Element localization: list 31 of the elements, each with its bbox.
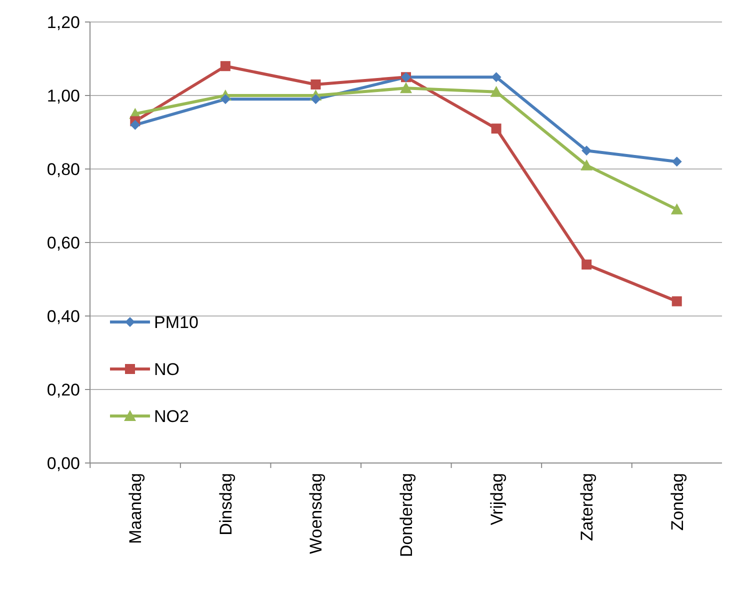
- y-tick-label: 1,20: [46, 12, 80, 32]
- point: [580, 159, 593, 170]
- point: [130, 120, 140, 130]
- y-tick-label: 0,20: [46, 380, 80, 400]
- point: [491, 72, 502, 82]
- legend-label: NO2: [154, 406, 189, 426]
- point: [582, 146, 592, 156]
- x-tick-label: Woensdag: [306, 473, 326, 554]
- x-tick-label: Zondag: [668, 473, 687, 531]
- point: [672, 156, 682, 167]
- point: [310, 94, 321, 104]
- point: [310, 79, 321, 90]
- y-tick-label: 0,80: [46, 160, 80, 179]
- x-tick-label: Vrijdag: [487, 473, 506, 526]
- legend-label: PM10: [154, 312, 198, 332]
- y-tick-label: 0,60: [46, 233, 80, 252]
- point: [672, 296, 682, 306]
- point: [582, 260, 592, 270]
- x-tick-label: Zaterdag: [578, 473, 597, 542]
- x-tick-label: Donderdag: [397, 473, 416, 558]
- point: [220, 94, 230, 104]
- point: [670, 203, 683, 214]
- point: [400, 82, 412, 94]
- point: [491, 124, 502, 134]
- y-tick-label: 1,00: [46, 86, 80, 106]
- legend-label: NO: [154, 360, 180, 379]
- x-tick-label: Dinsdag: [216, 473, 236, 536]
- y-tick-label: 0,00: [46, 454, 80, 473]
- x-tick-label: Maandag: [126, 473, 146, 544]
- y-tick-label: 0,40: [46, 306, 80, 326]
- point: [220, 61, 230, 72]
